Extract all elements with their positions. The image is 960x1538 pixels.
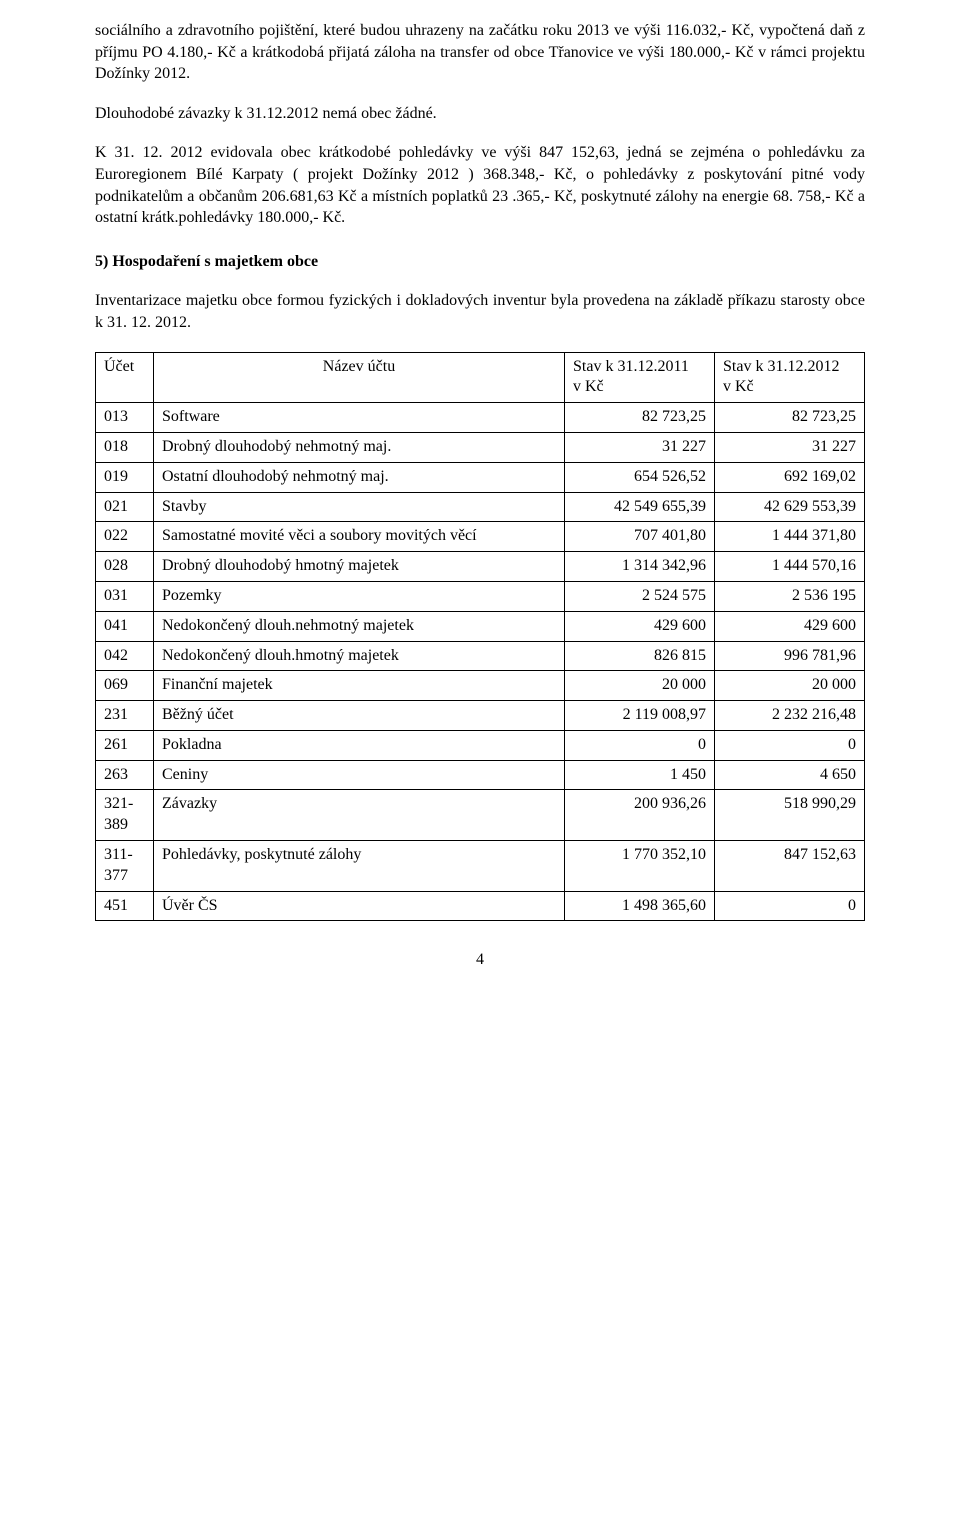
cell-code: 018 <box>96 432 154 462</box>
cell-v2012: 692 169,02 <box>715 462 865 492</box>
cell-v2012: 20 000 <box>715 671 865 701</box>
paragraph-intro-1: sociálního a zdravotního pojištění, kter… <box>95 20 865 85</box>
col-2012: Stav k 31.12.2012 v Kč <box>715 352 865 403</box>
table-row: 031Pozemky2 524 5752 536 195 <box>96 581 865 611</box>
table-row: 028Drobný dlouhodobý hmotný majetek1 314… <box>96 552 865 582</box>
table-row: 022Samostatné movité věci a soubory movi… <box>96 522 865 552</box>
cell-name: Drobný dlouhodobý hmotný majetek <box>154 552 565 582</box>
table-row: 231Běžný účet2 119 008,972 232 216,48 <box>96 701 865 731</box>
table-row: 013Software82 723,2582 723,25 <box>96 403 865 433</box>
cell-name: Drobný dlouhodobý nehmotný maj. <box>154 432 565 462</box>
cell-name: Ceniny <box>154 760 565 790</box>
cell-v2011: 1 450 <box>565 760 715 790</box>
table-row: 019Ostatní dlouhodobý nehmotný maj.654 5… <box>96 462 865 492</box>
cell-v2011: 31 227 <box>565 432 715 462</box>
cell-name: Nedokončený dlouh.nehmotný majetek <box>154 611 565 641</box>
cell-code: 263 <box>96 760 154 790</box>
cell-name: Běžný účet <box>154 701 565 731</box>
cell-v2011: 826 815 <box>565 641 715 671</box>
cell-code: 451 <box>96 891 154 921</box>
col-2012-line1: Stav k 31.12.2012 <box>723 358 839 375</box>
paragraph-receivables: K 31. 12. 2012 evidovala obec krátkodobé… <box>95 142 865 228</box>
cell-code: 311-377 <box>96 841 154 892</box>
cell-code: 022 <box>96 522 154 552</box>
cell-code: 042 <box>96 641 154 671</box>
cell-v2011: 2 119 008,97 <box>565 701 715 731</box>
col-2011: Stav k 31.12.2011 v Kč <box>565 352 715 403</box>
cell-v2012: 82 723,25 <box>715 403 865 433</box>
col-2012-line2: v Kč <box>723 378 754 395</box>
cell-v2011: 42 549 655,39 <box>565 492 715 522</box>
table-header-row: Účet Název účtu Stav k 31.12.2011 v Kč S… <box>96 352 865 403</box>
cell-name: Pozemky <box>154 581 565 611</box>
cell-code: 041 <box>96 611 154 641</box>
table-row: 321-389Závazky200 936,26518 990,29 <box>96 790 865 841</box>
cell-name: Stavby <box>154 492 565 522</box>
table-row: 021Stavby42 549 655,3942 629 553,39 <box>96 492 865 522</box>
cell-code: 021 <box>96 492 154 522</box>
table-row: 261Pokladna00 <box>96 730 865 760</box>
cell-name: Závazky <box>154 790 565 841</box>
table-row: 451Úvěr ČS1 498 365,600 <box>96 891 865 921</box>
cell-v2011: 20 000 <box>565 671 715 701</box>
cell-name: Samostatné movité věci a soubory movitýc… <box>154 522 565 552</box>
table-row: 042Nedokončený dlouh.hmotný majetek826 8… <box>96 641 865 671</box>
col-2011-line2: v Kč <box>573 378 604 395</box>
cell-v2011: 429 600 <box>565 611 715 641</box>
cell-v2011: 1 770 352,10 <box>565 841 715 892</box>
cell-v2011: 654 526,52 <box>565 462 715 492</box>
table-row: 311-377Pohledávky, poskytnuté zálohy1 77… <box>96 841 865 892</box>
paragraph-longterm: Dlouhodobé závazky k 31.12.2012 nemá obe… <box>95 103 865 125</box>
cell-code: 028 <box>96 552 154 582</box>
cell-v2012: 0 <box>715 891 865 921</box>
cell-name: Ostatní dlouhodobý nehmotný maj. <box>154 462 565 492</box>
cell-code: 321-389 <box>96 790 154 841</box>
cell-name: Software <box>154 403 565 433</box>
cell-code: 231 <box>96 701 154 731</box>
cell-v2011: 82 723,25 <box>565 403 715 433</box>
col-account: Účet <box>96 352 154 403</box>
cell-code: 069 <box>96 671 154 701</box>
cell-v2011: 200 936,26 <box>565 790 715 841</box>
cell-v2012: 4 650 <box>715 760 865 790</box>
cell-v2011: 1 498 365,60 <box>565 891 715 921</box>
cell-v2012: 31 227 <box>715 432 865 462</box>
cell-name: Finanční majetek <box>154 671 565 701</box>
table-row: 018Drobný dlouhodobý nehmotný maj.31 227… <box>96 432 865 462</box>
table-row: 041Nedokončený dlouh.nehmotný majetek429… <box>96 611 865 641</box>
cell-v2012: 2 232 216,48 <box>715 701 865 731</box>
section-5-intro: Inventarizace majetku obce formou fyzick… <box>95 290 865 333</box>
cell-v2012: 847 152,63 <box>715 841 865 892</box>
cell-code: 013 <box>96 403 154 433</box>
cell-v2012: 2 536 195 <box>715 581 865 611</box>
cell-v2011: 707 401,80 <box>565 522 715 552</box>
section-5-heading: 5) Hospodaření s majetkem obce <box>95 251 865 273</box>
cell-v2012: 1 444 570,16 <box>715 552 865 582</box>
cell-v2011: 2 524 575 <box>565 581 715 611</box>
table-row: 263Ceniny1 4504 650 <box>96 760 865 790</box>
cell-code: 261 <box>96 730 154 760</box>
cell-name: Pokladna <box>154 730 565 760</box>
cell-code: 031 <box>96 581 154 611</box>
cell-v2012: 42 629 553,39 <box>715 492 865 522</box>
cell-v2012: 996 781,96 <box>715 641 865 671</box>
cell-v2012: 429 600 <box>715 611 865 641</box>
assets-table: Účet Název účtu Stav k 31.12.2011 v Kč S… <box>95 352 865 922</box>
col-2011-line1: Stav k 31.12.2011 <box>573 358 689 375</box>
page-number: 4 <box>95 949 865 971</box>
cell-v2011: 1 314 342,96 <box>565 552 715 582</box>
cell-code: 019 <box>96 462 154 492</box>
cell-name: Úvěr ČS <box>154 891 565 921</box>
cell-v2012: 1 444 371,80 <box>715 522 865 552</box>
col-name: Název účtu <box>154 352 565 403</box>
cell-v2011: 0 <box>565 730 715 760</box>
table-row: 069Finanční majetek20 00020 000 <box>96 671 865 701</box>
cell-name: Nedokončený dlouh.hmotný majetek <box>154 641 565 671</box>
cell-name: Pohledávky, poskytnuté zálohy <box>154 841 565 892</box>
cell-v2012: 0 <box>715 730 865 760</box>
cell-v2012: 518 990,29 <box>715 790 865 841</box>
